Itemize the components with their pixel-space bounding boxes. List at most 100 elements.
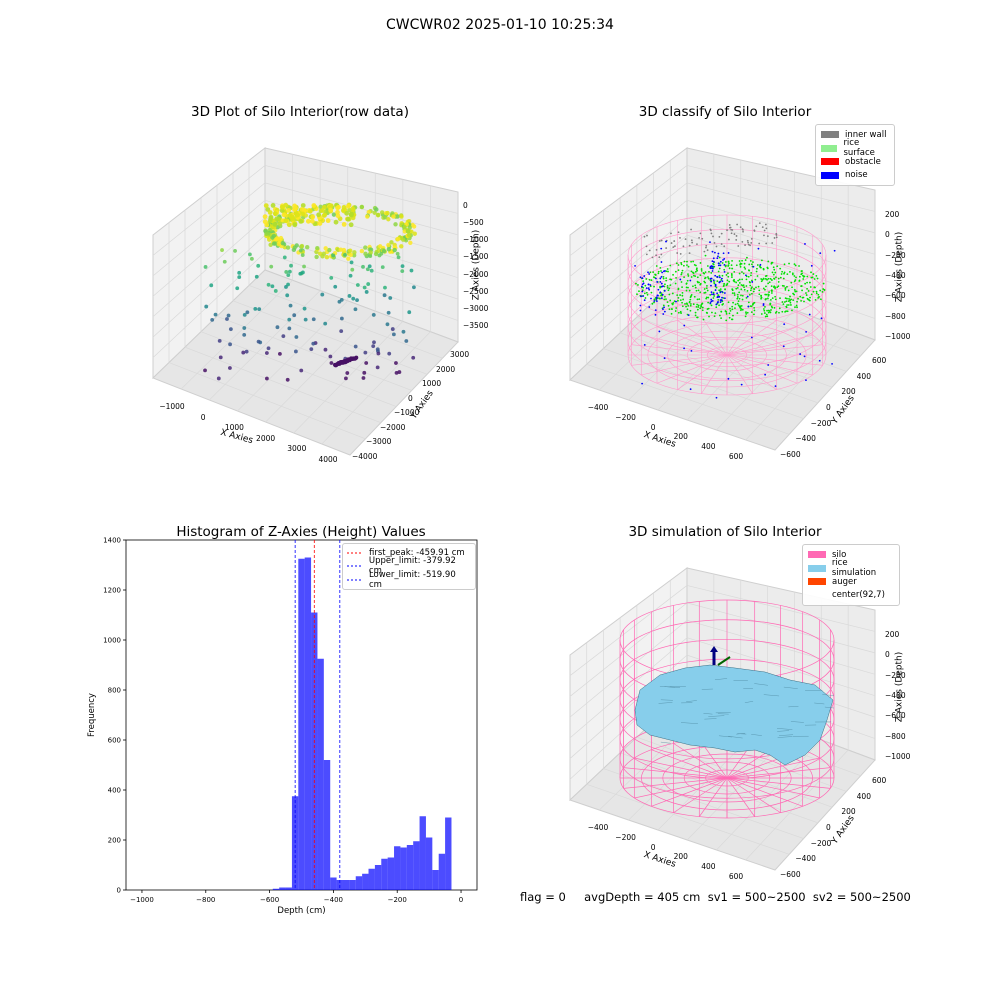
rice-surface-point: [747, 301, 750, 304]
noise-point: [803, 355, 806, 358]
raw-point: [228, 342, 232, 347]
rice-surface-point: [682, 298, 685, 301]
noise-point: [659, 291, 662, 294]
raw-point: [322, 212, 328, 218]
rice-surface-point: [686, 303, 689, 305]
rice-surface-point: [667, 304, 670, 307]
rice-surface-point: [645, 278, 648, 280]
raw-point: [233, 249, 237, 253]
raw-point: [406, 233, 412, 238]
raw-point: [280, 240, 285, 246]
rice-surface-point: [747, 275, 750, 278]
inner-wall-point: [741, 240, 744, 243]
inner-wall-point: [771, 242, 774, 244]
rice-surface-point: [718, 267, 721, 270]
raw-point: [268, 242, 273, 247]
rice-surface-point: [730, 274, 733, 276]
raw-point: [364, 290, 369, 294]
raw-point: [371, 344, 376, 349]
raw-point: [331, 253, 336, 258]
rice-surface-point: [718, 256, 721, 259]
rice-surface-point: [779, 276, 782, 279]
rice-surface-point: [767, 277, 770, 280]
noise-point: [710, 298, 713, 301]
rice-surface-point: [727, 264, 730, 267]
raw-point: [404, 339, 409, 343]
noise-point: [655, 296, 658, 299]
histogram-bar: [413, 841, 420, 890]
cls-x-tick-label: 200: [673, 432, 688, 442]
rice-surface-point: [668, 293, 671, 296]
rice-surface-point: [751, 303, 754, 306]
histogram-bar: [279, 887, 286, 890]
rice-surface-point: [644, 284, 647, 287]
rice-surface-point: [706, 284, 708, 287]
rice-surface-point: [694, 311, 697, 314]
rice-surface-point: [800, 270, 803, 273]
rice-surface-point: [773, 277, 775, 280]
rice-surface-point: [732, 301, 734, 304]
raw-point: [298, 248, 303, 253]
raw-z-tick-label: −3500: [463, 321, 489, 330]
inner-wall-point: [684, 238, 687, 241]
histogram-ytick-label: 200: [108, 837, 121, 845]
rice-surface-point: [717, 298, 720, 301]
rice-surface-point: [789, 301, 792, 304]
rice-surface-point: [796, 306, 798, 309]
raw-point: [203, 265, 208, 269]
inner-wall-point: [672, 246, 675, 249]
noise-point: [799, 353, 802, 355]
rice-surface-point: [797, 297, 799, 300]
rice-surface-point: [771, 297, 774, 300]
inner-wall-point: [705, 246, 707, 249]
rice-surface-point: [680, 262, 683, 264]
noise-point: [647, 271, 649, 274]
rice-surface-point: [701, 309, 704, 312]
histogram-bar: [342, 880, 350, 890]
inner-wall-point: [750, 237, 753, 240]
rice-surface-point: [741, 308, 744, 311]
rice-surface-point: [810, 293, 813, 296]
raw-point: [242, 326, 247, 330]
noise-point: [710, 267, 712, 270]
rice-surface-point: [739, 263, 742, 266]
rice-surface-point: [712, 297, 715, 299]
raw-point: [405, 228, 411, 234]
noise-point: [808, 313, 811, 316]
histogram-xtick-label: −600: [260, 896, 279, 904]
rice-surface-point: [753, 313, 755, 316]
noise-point: [719, 301, 722, 304]
raw-point: [400, 269, 405, 274]
rice-surface-point: [787, 304, 790, 306]
raw-point: [318, 204, 323, 210]
raw-point: [380, 265, 385, 269]
legend-rice-simulation: rice simulation: [808, 558, 894, 578]
noise-point: [643, 275, 646, 277]
rice-surface-point: [686, 264, 688, 266]
inner-wall-point: [677, 231, 680, 234]
rice-surface-point: [789, 299, 791, 302]
raw-point: [375, 365, 380, 370]
inner-wall-point: [761, 226, 764, 229]
noise-point: [767, 364, 770, 366]
raw-point: [362, 370, 367, 375]
rice-surface-point: [687, 286, 689, 289]
rice-surface-point: [801, 289, 803, 292]
rice-surface-point: [701, 306, 704, 309]
rice-surface-point: [784, 297, 787, 300]
rice-surface-point: [776, 286, 779, 289]
noise-point: [711, 293, 713, 296]
rice-surface-point: [737, 279, 740, 282]
rice-surface-point: [762, 308, 765, 310]
rice-surface-point: [702, 271, 705, 274]
raw-point: [368, 254, 373, 259]
inner-wall-point: [646, 234, 648, 237]
rice-surface-point: [699, 274, 702, 277]
rice-surface-point: [725, 319, 728, 322]
rice-surface-point: [795, 276, 797, 279]
noise-point: [660, 261, 663, 263]
rice-surface-point: [671, 292, 674, 295]
rice-surface-point: [713, 295, 716, 297]
rice-surface-point: [738, 297, 741, 300]
noise-point: [642, 295, 645, 297]
